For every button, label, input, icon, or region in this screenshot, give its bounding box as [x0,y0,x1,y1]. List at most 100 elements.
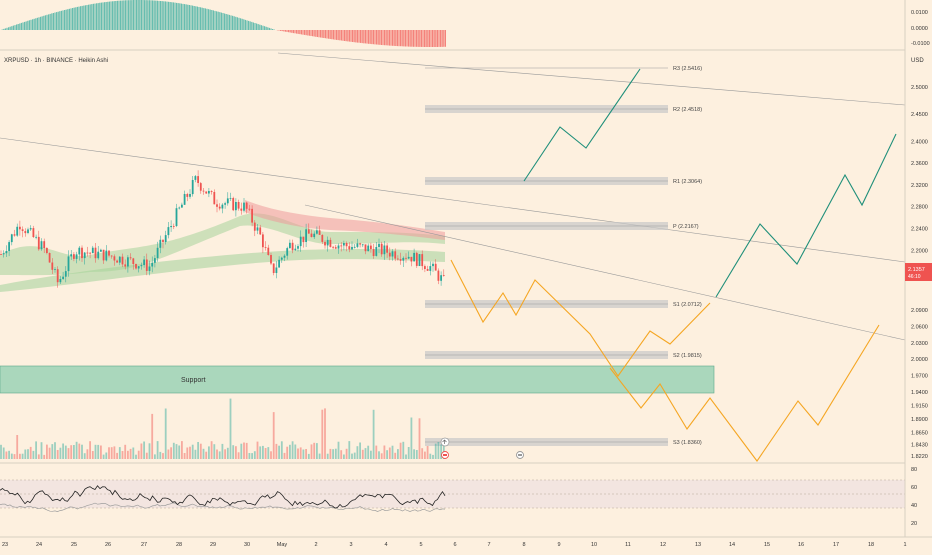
oscillator-tick-label: 0.0100 [911,10,928,16]
oscillator-bar [192,6,193,30]
candle-body [249,209,251,210]
candle-body [305,229,307,242]
oscillator-bar [258,24,259,30]
oscillator-bar [237,17,238,30]
candle-body [159,240,161,248]
volume-bar [143,442,145,460]
candle-body [386,246,388,253]
oscillator-bar [432,30,433,47]
candle-body [70,254,72,256]
oscillator-bar [347,30,348,41]
volume-bar [33,451,35,459]
oscillator-bar [270,28,271,30]
oscillator-bar [48,14,49,30]
volume-bar [14,454,16,459]
volume-bar [114,446,116,459]
volume-bar [141,444,143,460]
oscillator-bar [162,1,163,30]
event-marker-icon[interactable] [442,452,449,459]
candle-body [429,266,431,271]
oscillator-bar [435,30,436,47]
volume-bar [249,453,251,459]
rsi-tick-label: 20 [911,521,917,527]
volume-bar [300,447,302,459]
price-tick-label: 1.9150 [911,403,928,409]
oscillator-bar [248,21,249,30]
time-tick-label: 14 [729,542,735,548]
volume-bar [367,446,369,459]
volume-bar [292,441,294,459]
volume-bar [219,451,221,459]
oscillator-bar [443,30,444,47]
oscillator-bar [296,30,297,34]
oscillator-bar [187,5,188,30]
oscillator-bar [160,1,161,30]
candle-body [41,241,43,249]
oscillator-bar [34,19,35,30]
candle-body [313,234,315,237]
candle-body [402,258,404,261]
volume-bar [270,451,272,459]
candle-body [8,242,10,251]
oscillator-bar [250,21,251,30]
oscillator-bar [267,27,268,30]
time-tick-label: 30 [244,542,250,548]
support-zone[interactable] [0,366,714,393]
volume-bar [119,447,121,459]
candle-body [105,251,107,261]
candle-body [340,246,342,247]
candle-body [141,265,143,266]
oscillator-bar [5,28,6,30]
oscillator-bar [312,30,313,36]
time-tick-label: 28 [176,542,182,548]
event-marker-icon[interactable] [517,452,524,459]
volume-bar [232,445,234,459]
oscillator-bar [334,30,335,40]
time-tick-label: 25 [71,542,77,548]
volume-bar [392,446,394,459]
volume-bar [76,442,78,459]
candle-body [184,194,186,205]
oscillator-bar [214,11,215,30]
time-tick-label: May [277,542,288,548]
candle-body [378,244,380,247]
candle-body [14,234,16,235]
candle-body [224,203,226,205]
oscillator-bar [373,30,374,44]
oscillator-bar [362,30,363,43]
volume-bar [278,446,280,459]
volume-bar [0,445,2,459]
candle-body [176,208,178,226]
volume-bar [189,447,191,459]
volume-bar [243,443,245,460]
candle-body [173,226,175,227]
symbol-label: XRPUSD · 1h · BINANCE · Heikin Ashi [4,58,108,64]
oscillator-bar [210,10,211,30]
candle-body [65,271,67,277]
oscillator-bar [379,30,380,45]
oscillator-bar [155,1,156,30]
time-tick-label: 3 [349,542,352,548]
oscillator-bar [147,0,148,30]
candle-body [157,248,159,258]
volume-bar [384,446,386,460]
candle-body [6,251,8,253]
time-tick-label: 8 [522,542,525,548]
candle-body [281,258,283,260]
candle-body [54,269,56,270]
volume-bar [41,442,43,459]
oscillator-bar [42,16,43,30]
snapshot-icon[interactable] [441,438,449,446]
candle-body [419,254,421,266]
oscillator-bar [290,30,291,33]
oscillator-bar [189,5,190,30]
candle-body [273,264,275,274]
candle-body [411,257,413,262]
price-tick-label: 2.3600 [911,161,928,167]
candle-body [208,191,210,194]
oscillator-bar [157,1,158,30]
candle-body [421,254,423,266]
oscillator-bar [43,16,44,30]
